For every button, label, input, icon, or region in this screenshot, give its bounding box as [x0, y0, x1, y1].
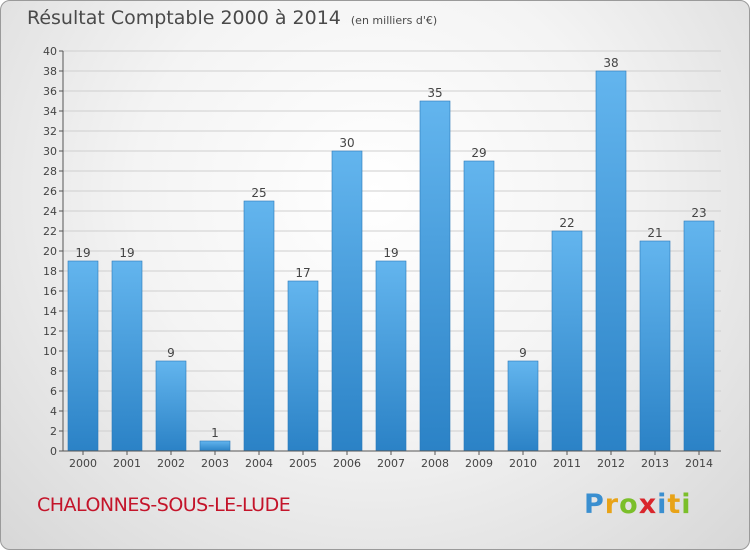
logo-letter: o — [619, 489, 639, 520]
y-tick-label: 12 — [43, 325, 57, 338]
x-tick-label-2008: 2008 — [421, 457, 449, 470]
y-tick-label: 10 — [43, 345, 57, 358]
value-label-2008: 35 — [427, 86, 442, 100]
value-label-2005: 17 — [295, 266, 310, 280]
x-tick-label-2010: 2010 — [509, 457, 537, 470]
value-label-2010: 9 — [519, 346, 527, 360]
axes: 0246810121416182022242628303234363840200… — [43, 45, 721, 470]
bar-2000 — [67, 260, 99, 452]
commune-name: CHALONNES-SOUS-LE-LUDE — [37, 494, 291, 516]
logo-letter: r — [604, 489, 620, 520]
x-tick-label-2011: 2011 — [553, 457, 581, 470]
y-tick-label: 30 — [43, 145, 57, 158]
x-tick-label-2003: 2003 — [201, 457, 229, 470]
x-tick-label-2004: 2004 — [245, 457, 273, 470]
y-tick-label: 0 — [50, 445, 57, 458]
logo-letter: t — [667, 489, 682, 520]
x-tick-label-2006: 2006 — [333, 457, 361, 470]
value-label-2007: 19 — [383, 246, 398, 260]
value-label-2009: 29 — [471, 146, 486, 160]
value-label-2003: 1 — [211, 426, 219, 440]
x-tick-label-2007: 2007 — [377, 457, 405, 470]
value-label-2006: 30 — [339, 136, 354, 150]
y-tick-label: 6 — [50, 385, 57, 398]
value-label-2011: 22 — [559, 216, 574, 230]
bar-2012 — [595, 70, 627, 452]
title-unit: (en milliers d'€) — [350, 14, 438, 27]
bar-2007 — [375, 260, 407, 452]
logo-letter: i — [681, 489, 692, 520]
y-tick-label: 8 — [50, 365, 57, 378]
proxiti-logo: Proxiti — [584, 489, 692, 520]
y-tick-label: 32 — [43, 125, 57, 138]
value-label-2002: 9 — [167, 346, 175, 360]
y-tick-label: 38 — [43, 65, 57, 78]
y-tick-label: 24 — [43, 205, 57, 218]
value-label-2004: 25 — [251, 186, 266, 200]
title-main: Résultat Comptable 2000 à 2014 — [27, 7, 341, 29]
y-tick-label: 40 — [43, 45, 57, 58]
bar-2013 — [639, 240, 671, 452]
value-label-2001: 19 — [119, 246, 134, 260]
bars — [67, 70, 715, 452]
bar-2011 — [551, 230, 583, 452]
y-tick-label: 18 — [43, 265, 57, 278]
bar-2005 — [287, 280, 319, 452]
y-tick-label: 4 — [50, 405, 57, 418]
bar-2010 — [507, 360, 539, 452]
bar-2014 — [683, 220, 715, 452]
value-label-2014: 23 — [691, 206, 706, 220]
x-tick-label-2014: 2014 — [685, 457, 713, 470]
value-label-2012: 38 — [603, 56, 618, 70]
y-tick-label: 36 — [43, 85, 57, 98]
logo-letter: x — [638, 489, 658, 520]
y-tick-label: 22 — [43, 225, 57, 238]
bar-2003 — [199, 440, 231, 452]
y-tick-label: 14 — [43, 305, 57, 318]
x-tick-label-2012: 2012 — [597, 457, 625, 470]
x-tick-label-2002: 2002 — [157, 457, 185, 470]
x-tick-label-2000: 2000 — [69, 457, 97, 470]
bar-2002 — [155, 360, 187, 452]
bar-2008 — [419, 100, 451, 452]
x-tick-label-2009: 2009 — [465, 457, 493, 470]
value-labels: 19 19 9 1 25 17 30 19 35 29 9 22 38 21 23 — [75, 56, 706, 440]
bar-2001 — [111, 260, 143, 452]
value-label-2000: 19 — [75, 246, 90, 260]
logo-letter: i — [657, 489, 668, 520]
value-label-2013: 21 — [647, 226, 662, 240]
bar-2004 — [243, 200, 275, 452]
y-tick-label: 28 — [43, 165, 57, 178]
x-tick-label-2013: 2013 — [641, 457, 669, 470]
y-tick-label: 2 — [50, 425, 57, 438]
y-tick-label: 20 — [43, 245, 57, 258]
y-tick-label: 26 — [43, 185, 57, 198]
chart-title: Résultat Comptable 2000 à 2014 (en millie… — [27, 7, 437, 29]
bar-2006 — [331, 150, 363, 452]
x-tick-label-2001: 2001 — [113, 457, 141, 470]
logo-letter: P — [584, 489, 605, 520]
y-tick-label: 34 — [43, 105, 57, 118]
bar-2009 — [463, 160, 495, 452]
y-tick-label: 16 — [43, 285, 57, 298]
x-tick-label-2005: 2005 — [289, 457, 317, 470]
